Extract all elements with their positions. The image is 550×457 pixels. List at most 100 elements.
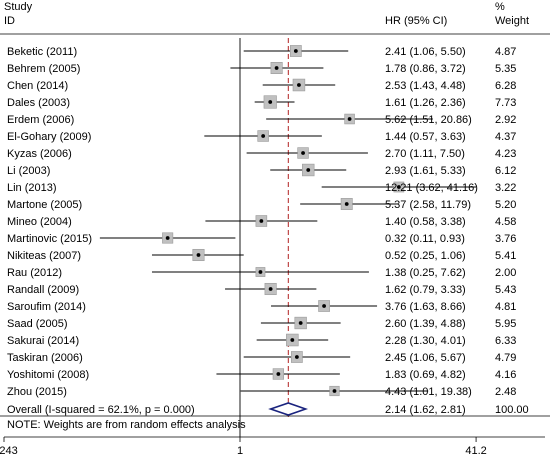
weight-text: 4.87 (495, 46, 516, 58)
header-id: ID (4, 15, 15, 27)
point-estimate (274, 66, 279, 70)
hr-ci-text: 5.62 (1.51, 20.86) (385, 114, 472, 126)
study-row: Saroufim (2014) 3.76 (1.63, 8.66) 4.81 (7, 300, 516, 313)
point-estimate (396, 185, 401, 189)
study-label: Nikiteas (2007) (7, 250, 81, 262)
weight-text: 2.92 (495, 114, 516, 126)
hr-ci-text: 0.52 (0.25, 1.06) (385, 250, 466, 262)
point-estimate (258, 270, 263, 274)
study-row: Mineo (2004) 1.40 (0.58, 3.38) 4.58 (7, 215, 516, 228)
overall-hr-text: 2.14 (1.62, 2.81) (385, 404, 466, 416)
weight-text: 4.37 (495, 131, 516, 143)
header-hr: HR (95% CI) (385, 15, 447, 27)
hr-ci-text: 2.41 (1.06, 5.50) (385, 46, 466, 58)
weight-text: 4.16 (495, 369, 516, 381)
study-label: Beketic (2011) (7, 46, 77, 58)
study-label: Chen (2014) (7, 80, 68, 92)
study-row: Erdem (2006) 5.62 (1.51, 20.86) 2.92 (7, 113, 516, 126)
weight-text: 6.33 (495, 335, 516, 347)
study-label: Sakurai (2014) (7, 335, 79, 347)
hr-ci-text: 1.83 (0.69, 4.82) (385, 369, 466, 381)
point-estimate (306, 168, 311, 172)
point-estimate (298, 321, 303, 325)
study-row: Kyzas (2006) 2.70 (1.11, 7.50) 4.23 (7, 147, 516, 160)
study-row: Rau (2012) 1.38 (0.25, 7.62) 2.00 (7, 267, 516, 279)
point-estimate (290, 338, 295, 342)
study-row: Taskiran (2006) 2.45 (1.06, 5.67) 4.79 (7, 351, 516, 364)
hr-ci-text: 2.70 (1.11, 7.50) (385, 148, 465, 160)
weight-text: 4.58 (495, 216, 516, 228)
point-estimate (268, 287, 273, 291)
point-estimate (297, 83, 301, 87)
point-estimate (344, 202, 349, 206)
study-label: Martone (2005) (7, 199, 82, 211)
study-label: Dales (2003) (7, 97, 70, 109)
weight-text: 2.48 (495, 386, 516, 398)
point-estimate (301, 151, 305, 155)
hr-ci-text: 1.44 (0.57, 3.63) (385, 131, 466, 143)
point-estimate (165, 236, 170, 240)
header-study: Study (4, 1, 33, 13)
point-estimate (347, 117, 352, 121)
study-row: El-Gohary (2009) 1.44 (0.57, 3.63) 4.37 (7, 130, 516, 143)
overall-row: Overall (I-squared = 62.1%, p = 0.000) 2.… (7, 402, 529, 416)
weight-text: 2.00 (495, 267, 516, 279)
weight-text: 7.73 (495, 97, 516, 109)
hr-ci-text: 2.60 (1.39, 4.88) (385, 318, 466, 330)
hr-ci-text: 1.40 (0.58, 3.38) (385, 216, 466, 228)
study-label: El-Gohary (2009) (7, 131, 91, 143)
weight-text: 6.12 (495, 165, 516, 177)
weight-text: 4.79 (495, 352, 516, 364)
study-row: Chen (2014) 2.53 (1.43, 4.48) 6.28 (7, 78, 516, 92)
study-row: Zhou (2015) 4.43 (1.01, 19.38) 2.48 (7, 385, 516, 398)
hr-ci-text: 2.28 (1.30, 4.01) (385, 335, 466, 347)
study-row: Yoshitomi (2008) 1.83 (0.69, 4.82) 4.16 (7, 368, 516, 381)
weights-note: NOTE: Weights are from random effects an… (7, 419, 246, 431)
x-tick-label: 1 (237, 445, 243, 457)
point-estimate (261, 134, 266, 138)
hr-ci-text: 1.62 (0.79, 3.33) (385, 284, 466, 296)
study-label: Erdem (2006) (7, 114, 74, 126)
study-row: Sakurai (2014) 2.28 (1.30, 4.01) 6.33 (7, 333, 516, 347)
study-row: Behrem (2005) 1.78 (0.86, 3.72) 5.35 (7, 62, 516, 75)
study-label: Behrem (2005) (7, 63, 80, 75)
point-estimate (322, 304, 326, 308)
study-label: Lin (2013) (7, 182, 57, 194)
study-row: Martinovic (2015) 0.32 (0.11, 0.93) 3.76 (7, 232, 516, 245)
weight-text: 5.43 (495, 284, 516, 296)
weight-text: 5.95 (495, 318, 516, 330)
hr-ci-text: 1.38 (0.25, 7.62) (385, 267, 466, 279)
study-label: Saad (2005) (7, 318, 68, 330)
study-label: Yoshitomi (2008) (7, 369, 89, 381)
study-row: Lin (2013) 12.21 (3.62, 41.16) 3.22 (7, 181, 516, 194)
hr-ci-text: 3.76 (1.63, 8.66) (385, 301, 466, 313)
hr-ci-text: 2.93 (1.61, 5.33) (385, 165, 466, 177)
study-row: Beketic (2011) 2.41 (1.06, 5.50) 4.87 (7, 45, 516, 58)
study-label: Kyzas (2006) (7, 148, 72, 160)
weight-text: 4.23 (495, 148, 516, 160)
header: Study ID HR (95% CI) % Weight (0, 1, 550, 35)
study-row: Dales (2003) 1.61 (1.26, 2.36) 7.73 (7, 95, 516, 109)
study-row: Martone (2005) 5.37 (2.58, 11.79) 5.20 (7, 198, 516, 211)
weight-text: 5.35 (495, 63, 516, 75)
study-row: Li (2003) 2.93 (1.61, 5.33) 6.12 (7, 163, 516, 177)
overall-weight-text: 100.00 (495, 404, 529, 416)
point-estimate (294, 355, 299, 359)
hr-ci-text: 1.78 (0.86, 3.72) (385, 63, 466, 75)
point-estimate (293, 49, 298, 53)
study-row: Nikiteas (2007) 0.52 (0.25, 1.06) 5.41 (7, 248, 516, 262)
point-estimate (196, 253, 201, 257)
weight-text: 4.81 (495, 301, 516, 313)
plot-area (0, 38, 550, 437)
hr-ci-text: 2.45 (1.06, 5.67) (385, 352, 466, 364)
point-estimate (259, 219, 264, 223)
hr-ci-text: 2.53 (1.43, 4.48) (385, 80, 466, 92)
study-label: Randall (2009) (7, 284, 79, 296)
hr-ci-text: 12.21 (3.62, 41.16) (385, 182, 478, 194)
study-label: Martinovic (2015) (7, 233, 92, 245)
overall-diamond (268, 402, 309, 416)
